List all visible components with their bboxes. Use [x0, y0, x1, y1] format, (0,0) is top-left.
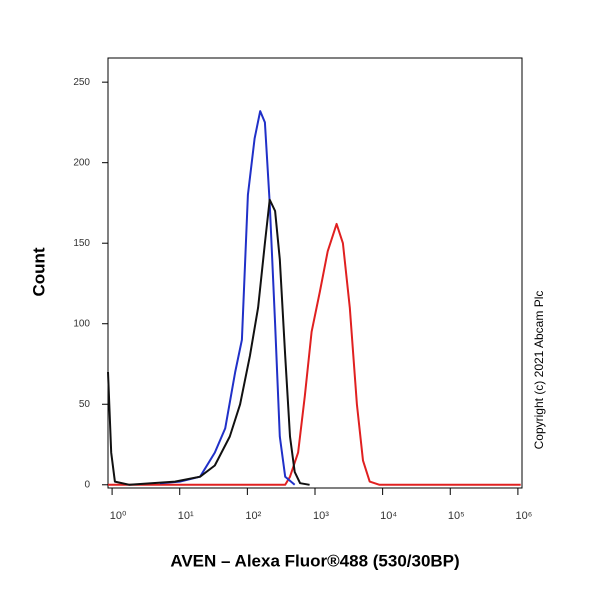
y-tick-label: 150: [73, 238, 90, 249]
plot-frame: [107, 57, 523, 489]
x-tick-label: 10²: [245, 510, 261, 522]
y-tick-label: 250: [73, 77, 90, 88]
x-axis-label: AVEN – Alexa Fluor®488 (530/30BP): [170, 551, 459, 570]
x-tick-label: 10¹: [178, 510, 194, 522]
x-tick-label: 10⁶: [516, 510, 533, 522]
copyright: Copyright (c) 2021 Abcam Plc: [532, 291, 546, 450]
x-tick-label: 10⁴: [380, 510, 397, 522]
y-tick-label: 0: [84, 479, 90, 490]
x-tick-label: 10⁵: [448, 510, 465, 522]
y-axis-label: Count: [29, 247, 48, 296]
histogram-line: [159, 110, 296, 486]
x-tick-label: 10⁰: [110, 510, 127, 522]
y-tick-label: 200: [73, 157, 90, 168]
histogram-line: [108, 222, 521, 486]
x-tick-label: 10³: [313, 510, 329, 522]
y-tick-label: 50: [79, 399, 91, 410]
y-tick-label: 100: [73, 318, 90, 329]
histogram-line: [107, 198, 310, 486]
